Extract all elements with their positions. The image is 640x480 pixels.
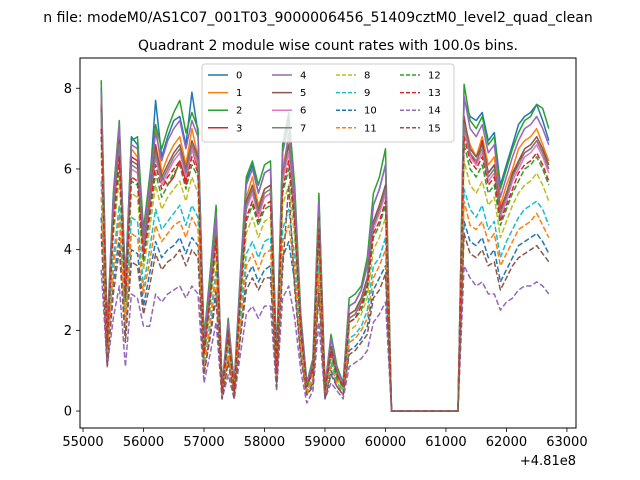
series-13-line [100, 128, 550, 412]
suptitle: n file: modeM0/AS1C07_001T03_9000006456_… [43, 10, 592, 26]
series-9-line [100, 181, 550, 412]
legend-label-3: 3 [236, 123, 242, 134]
x-offset-label: +4.81e8 [520, 454, 576, 469]
x-tick-label: 56000 [123, 435, 164, 450]
legend-label-1: 1 [236, 88, 242, 99]
legend-label-12: 12 [428, 71, 441, 82]
legend-box [201, 63, 455, 143]
y-tick-label: 0 [64, 405, 72, 420]
x-tick-label: 61000 [425, 435, 466, 450]
y-tick-label: 2 [64, 324, 72, 339]
y-tick-label: 6 [64, 162, 72, 177]
series-8-line [100, 152, 550, 412]
series-14-line [100, 265, 550, 412]
legend-label-0: 0 [236, 71, 242, 82]
x-tick-label: 60000 [365, 435, 406, 450]
axes-frame [79, 57, 577, 429]
x-tick-label: 55000 [62, 435, 103, 450]
x-tick-label: 57000 [183, 435, 224, 450]
x-axis: 55000 56000 57000 58000 59000 60000 61000 62000… [62, 428, 588, 450]
legend-label-13: 13 [428, 88, 441, 99]
series-layer [100, 80, 550, 412]
legend-label-4: 4 [300, 71, 306, 82]
legend-label-6: 6 [300, 106, 306, 117]
x-tick-label: 62000 [486, 435, 527, 450]
legend-label-5: 5 [300, 88, 306, 99]
x-tick-label: 58000 [244, 435, 285, 450]
series-11-line [100, 197, 550, 412]
legend-label-15: 15 [428, 123, 441, 134]
legend-label-9: 9 [364, 88, 370, 99]
legend-label-8: 8 [364, 71, 370, 82]
axes-title: Quadrant 2 module wise count rates with … [138, 38, 518, 54]
y-tick-label: 4 [64, 243, 72, 258]
legend-label-11: 11 [364, 123, 377, 134]
series-15-line [100, 184, 550, 412]
plot-area: 55000 56000 57000 58000 59000 60000 61000 62000… [62, 57, 588, 469]
legend-label-2: 2 [236, 106, 242, 117]
x-tick-label: 59000 [304, 435, 345, 450]
y-tick-label: 8 [64, 82, 72, 97]
legend-label-7: 7 [300, 123, 306, 134]
legend-label-10: 10 [364, 106, 377, 117]
y-axis: 0 2 4 6 8 [64, 82, 80, 420]
legend-label-14: 14 [428, 106, 441, 117]
x-tick-label: 63000 [546, 435, 587, 450]
